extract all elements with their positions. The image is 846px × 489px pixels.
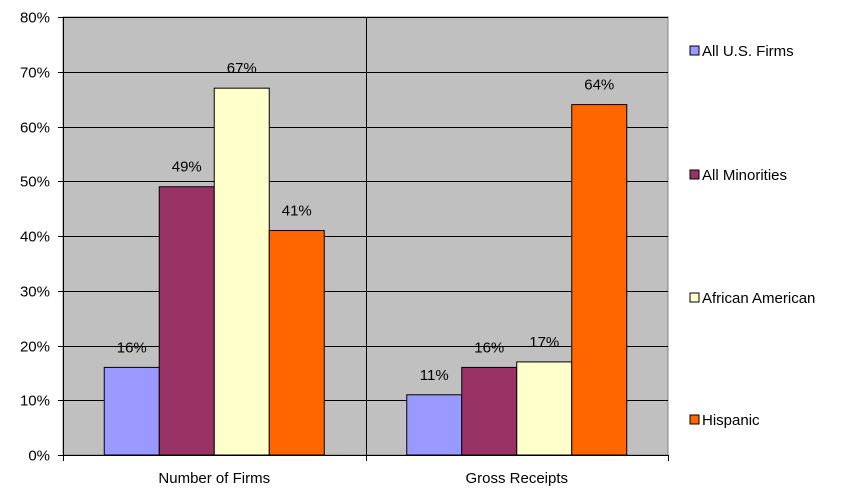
legend-label: All Minorities [702, 167, 787, 184]
bar-all-minorities-gross-receipts [461, 366, 518, 456]
legend-swatch [689, 169, 700, 180]
legend-label: Hispanic [702, 412, 760, 429]
y-tick-label: 20% [20, 339, 50, 356]
legend-swatch [689, 45, 700, 56]
bar-all-u-s-firms-gross-receipts [406, 394, 463, 456]
y-tick-label: 80% [20, 10, 50, 27]
data-label: 64% [584, 77, 614, 94]
legend-swatch [689, 414, 700, 425]
legend-label: African American [702, 290, 815, 307]
legend-label: All U.S. Firms [702, 43, 794, 60]
legend-swatch [689, 292, 700, 303]
y-tick-label: 10% [20, 393, 50, 410]
y-tick-label: 40% [20, 229, 50, 246]
data-label: 17% [529, 334, 559, 351]
data-label: 16% [474, 339, 504, 356]
bar-hispanic-gross-receipts [571, 104, 628, 456]
data-label: 16% [117, 339, 147, 356]
data-label: 41% [282, 203, 312, 220]
x-tick-label: Gross Receipts [465, 470, 568, 487]
y-tick-label: 60% [20, 120, 50, 137]
y-tick-label: 50% [20, 174, 50, 191]
bar-hispanic-number-of-firms [268, 230, 325, 456]
data-label: 49% [172, 159, 202, 176]
x-tick-label: Number of Firms [158, 470, 270, 487]
data-label: 11% [420, 367, 449, 384]
y-tick-label: 70% [20, 65, 50, 82]
y-tick-label: 30% [20, 284, 50, 301]
data-label: 67% [227, 60, 257, 77]
bar-all-u-s-firms-number-of-firms [103, 366, 160, 456]
bar-african-american-number-of-firms [213, 87, 270, 456]
bar-african-american-gross-receipts [516, 361, 573, 456]
bar-all-minorities-number-of-firms [158, 186, 215, 456]
y-tick-label: 0% [28, 448, 50, 465]
